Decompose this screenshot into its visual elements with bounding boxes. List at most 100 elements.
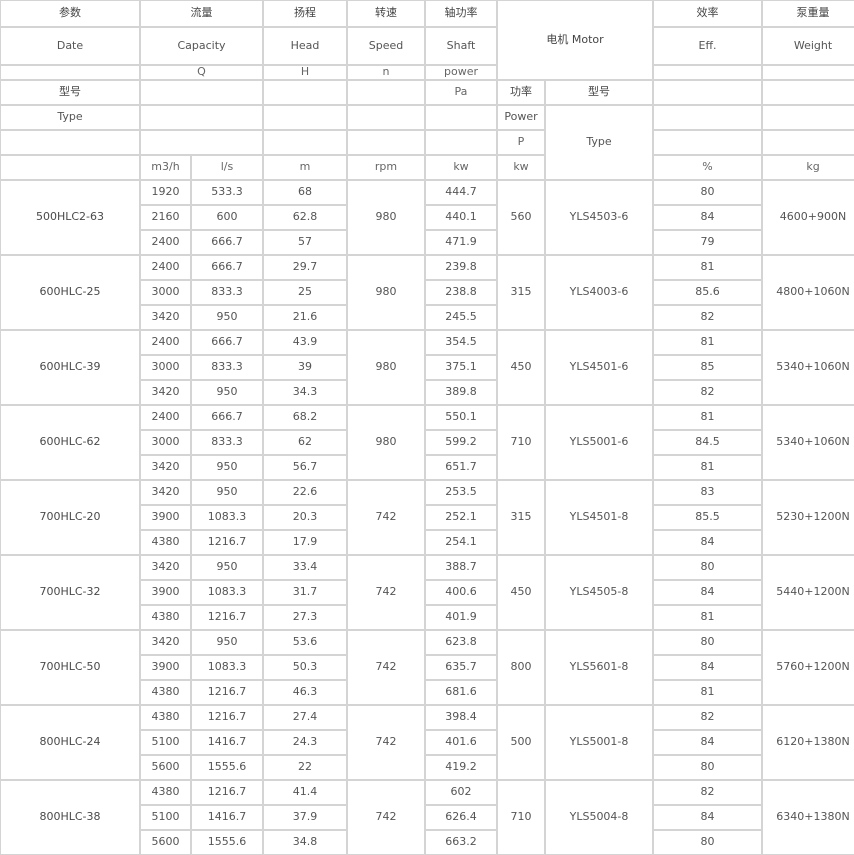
header-head-empty-1 — [263, 79, 347, 105]
shaft-power-value: 253.5 — [425, 479, 497, 505]
head-value: 62 — [263, 429, 347, 455]
head-value: 46.3 — [263, 679, 347, 705]
motor-type-value: YLS5004-8 — [545, 779, 654, 855]
shaft-power-value: 663.2 — [425, 829, 497, 855]
header-head-en: Head — [263, 27, 347, 65]
head-value: 34.8 — [263, 829, 347, 855]
shaft-power-value: 388.7 — [425, 554, 497, 580]
table-row: 5600 1555.6 22 419.2 80 — [0, 754, 854, 780]
shaft-power-value: 651.7 — [425, 454, 497, 480]
header-head-empty-2 — [263, 104, 347, 130]
table-row: 4380 1216.7 27.3 401.9 81 — [0, 604, 854, 630]
shaft-power-value: 245.5 — [425, 304, 497, 330]
speed-value: 742 — [347, 479, 425, 555]
shaft-power-value: 626.4 — [425, 804, 497, 830]
header-weight-symbol-empty — [762, 65, 854, 80]
header-efficiency-empty-1 — [653, 79, 763, 105]
header-capacity-empty-2 — [140, 104, 263, 130]
head-value: 22.6 — [263, 479, 347, 505]
header-shaft-power-symbol: Pa — [425, 79, 497, 105]
header-model-empty-1 — [0, 129, 140, 155]
table-row: 600HLC-25 2400 666.7 29.7 980 239.8 315 YLS4003… — [0, 254, 854, 330]
header-shaft-power-cn: 轴功率 — [425, 0, 497, 27]
head-value: 27.4 — [263, 704, 347, 730]
efficiency-value: 81 — [653, 679, 763, 705]
table-row: 4380 1216.7 46.3 681.6 81 — [0, 679, 854, 705]
capacity-ls-value: 1416.7 — [191, 729, 263, 755]
motor-power-value: 710 — [497, 404, 545, 480]
table-row: 3420 950 21.6 245.5 82 — [0, 304, 854, 330]
head-value: 34.3 — [263, 379, 347, 405]
motor-type-value: YLS4501-6 — [545, 329, 654, 405]
header-motor-power-cn: 功率 — [497, 79, 545, 105]
efficiency-value: 84 — [653, 204, 763, 230]
header-speed-unit: rpm — [347, 154, 425, 180]
header-row-en: Date Capacity Head Speed Shaft Eff. Weig… — [0, 27, 854, 65]
header-speed-empty-3 — [347, 129, 425, 155]
header-shaft-power-en2: power — [425, 65, 497, 80]
efficiency-value: 80 — [653, 629, 763, 655]
pump-model: 800HLC-38 — [0, 779, 140, 855]
capacity-ls-value: 1216.7 — [191, 679, 263, 705]
header-row-model-en: Type Power Type — [0, 104, 854, 180]
efficiency-value: 82 — [653, 779, 763, 805]
pump-weight-value: 5440+1200N — [762, 554, 854, 630]
efficiency-value: 84 — [653, 529, 763, 555]
head-value: 57 — [263, 229, 347, 255]
pump-model: 800HLC-24 — [0, 704, 140, 780]
head-value: 33.4 — [263, 554, 347, 580]
shaft-power-value: 238.8 — [425, 279, 497, 305]
speed-value: 980 — [347, 179, 425, 255]
shaft-power-value: 471.9 — [425, 229, 497, 255]
header-capacity-en: Capacity — [140, 27, 263, 65]
capacity-ls-value: 1555.6 — [191, 829, 263, 855]
head-value: 56.7 — [263, 454, 347, 480]
head-value: 43.9 — [263, 329, 347, 355]
pump-model: 600HLC-25 — [0, 254, 140, 330]
efficiency-value: 81 — [653, 604, 763, 630]
shaft-power-value: 401.9 — [425, 604, 497, 630]
header-weight-empty-2 — [762, 104, 854, 130]
efficiency-value: 80 — [653, 179, 763, 205]
capacity-m3h-value: 4380 — [140, 679, 191, 705]
header-efficiency-unit: % — [653, 154, 763, 180]
capacity-ls-value: 666.7 — [191, 329, 263, 355]
header-efficiency-en: Eff. — [653, 27, 763, 65]
speed-value: 980 — [347, 404, 425, 480]
header-efficiency-empty-3 — [653, 129, 763, 155]
motor-power-value: 800 — [497, 629, 545, 705]
capacity-ls-value: 1216.7 — [191, 529, 263, 555]
capacity-ls-value: 1216.7 — [191, 604, 263, 630]
shaft-power-value: 440.1 — [425, 204, 497, 230]
header-shaft-power-unit: kw — [425, 154, 497, 180]
header-motor-title: 电机 Motor — [497, 0, 654, 80]
capacity-m3h-value: 4380 — [140, 604, 191, 630]
header-speed-cn: 转速 — [347, 0, 425, 27]
capacity-ls-value: 1083.3 — [191, 654, 263, 680]
speed-value: 742 — [347, 629, 425, 705]
motor-power-value: 450 — [497, 554, 545, 630]
header-efficiency-empty-2 — [653, 104, 763, 130]
capacity-ls-value: 950 — [191, 454, 263, 480]
header-capacity-empty-1 — [140, 79, 263, 105]
capacity-ls-value: 533.3 — [191, 179, 263, 205]
capacity-ls-value: 950 — [191, 379, 263, 405]
capacity-ls-value: 666.7 — [191, 254, 263, 280]
header-motor-power-unit: kw — [497, 154, 545, 180]
header-weight-empty-3 — [762, 129, 854, 155]
head-value: 21.6 — [263, 304, 347, 330]
header-capacity-cn: 流量 — [140, 0, 263, 27]
head-value: 68.2 — [263, 404, 347, 430]
capacity-ls-value: 950 — [191, 304, 263, 330]
efficiency-value: 81 — [653, 404, 763, 430]
capacity-m3h-value: 3000 — [140, 429, 191, 455]
header-head-empty-3 — [263, 129, 347, 155]
head-value: 22 — [263, 754, 347, 780]
pump-weight-value: 4800+1060N — [762, 254, 854, 330]
efficiency-value: 84 — [653, 729, 763, 755]
efficiency-value: 81 — [653, 254, 763, 280]
header-parameter-symbol-empty — [0, 65, 140, 80]
capacity-m3h-value: 3420 — [140, 454, 191, 480]
header-motor-power-symbol: P — [497, 129, 545, 155]
header-head-unit: m — [263, 154, 347, 180]
